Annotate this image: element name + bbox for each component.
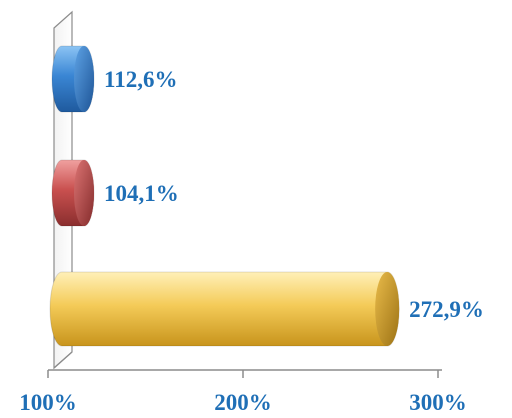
bar-2-value-label: 104,1% — [104, 181, 179, 206]
bar-1-end-cap — [74, 46, 94, 112]
bar-2-end-cap — [74, 160, 94, 226]
bar-3-value-label: 272,9% — [409, 297, 484, 322]
x-tick-label-2: 200% — [214, 390, 272, 415]
bar-1-value-label: 112,6% — [104, 67, 177, 92]
x-tick-label-3: 300% — [409, 390, 467, 415]
floor-edge — [53, 351, 73, 369]
bar-3 — [49, 271, 400, 347]
bar-3-end-cap — [375, 272, 400, 346]
x-tick-label-1: 100% — [19, 390, 77, 415]
